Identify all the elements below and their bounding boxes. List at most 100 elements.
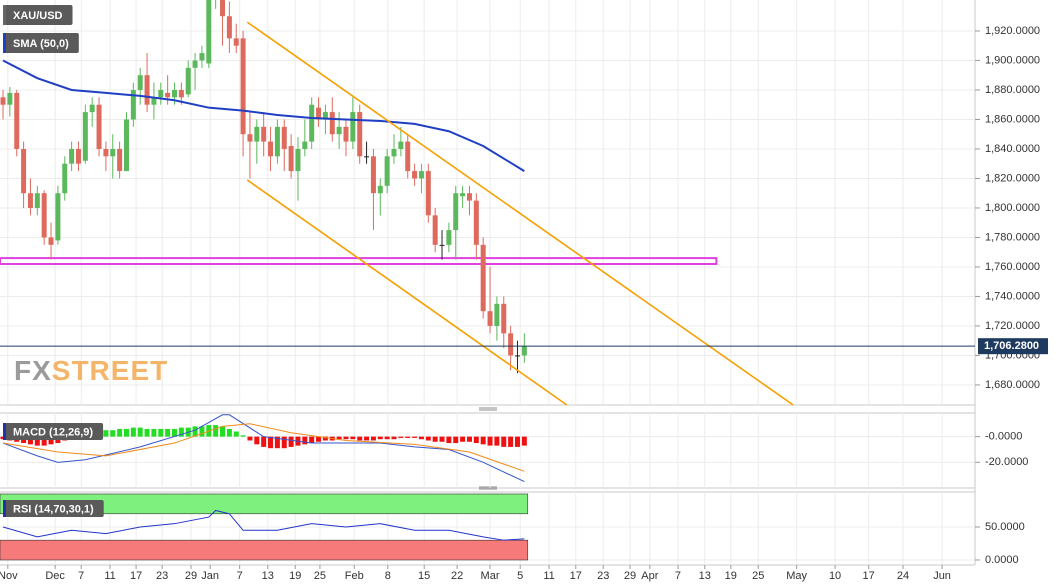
legend-label: RSI (14,70,30,1) [13, 503, 94, 515]
x-tick-label: Jun [933, 570, 951, 582]
histogram-bar [268, 436, 274, 449]
x-tick-label: 22 [451, 570, 463, 582]
y-tick-label: 1,880.0000 [985, 84, 1040, 96]
y-tick-label: 1,860.0000 [985, 113, 1040, 125]
pane: 50.0000 0.0000 RSI (14,70,30,1) [0, 492, 1025, 566]
x-tick-label: 25 [314, 570, 326, 582]
candle-body [96, 104, 102, 149]
candle-body [268, 141, 274, 157]
legend-box [3, 423, 104, 440]
candle-body [425, 171, 431, 216]
histogram-bar [110, 430, 116, 437]
x-tick-label: 24 [897, 570, 909, 582]
candle-body [398, 141, 404, 149]
candle-body [261, 126, 267, 142]
x-tick-label: Nov [0, 570, 18, 582]
y-tick-label: 0.0000 [985, 554, 1019, 566]
last-price-label: 1,706.2800 [984, 340, 1039, 352]
x-tick-label: 13 [262, 570, 274, 582]
histogram-bar [473, 436, 479, 444]
candle-body [281, 126, 287, 149]
candle-body [494, 303, 500, 326]
line [2, 509, 525, 541]
histogram-bar [446, 436, 452, 444]
candle-body [233, 38, 239, 46]
candle-body [0, 97, 6, 105]
histogram-bar [281, 436, 287, 449]
histogram-bar [172, 428, 178, 437]
histogram-bar [240, 435, 246, 437]
histogram-bar [254, 436, 260, 445]
candle-body [103, 148, 109, 157]
candle-body [364, 156, 370, 158]
candle-body [144, 75, 150, 105]
histogram-bar [48, 436, 54, 445]
histogram-bar [370, 436, 376, 441]
candle-body [521, 346, 527, 356]
histogram-bar [398, 436, 404, 438]
x-tick-label: 17 [863, 570, 875, 582]
histogram-bar [123, 428, 129, 437]
candle-body [82, 112, 88, 161]
histogram-bar [302, 436, 308, 445]
line [2, 59, 525, 172]
candle-body [117, 148, 123, 172]
candle-body [172, 89, 178, 98]
candle-body [466, 193, 472, 201]
legend-label: XAU/USD [13, 10, 63, 22]
candle-body [405, 141, 411, 172]
x-tick-label: 19 [725, 570, 737, 582]
histogram-bar [41, 436, 47, 446]
candle-body [377, 185, 383, 194]
y-tick-label: 1,900.0000 [985, 54, 1040, 66]
y-tick-label: -20.0000 [985, 456, 1028, 468]
candle-body [206, 0, 212, 64]
histogram-bar [103, 430, 109, 437]
candle-body [48, 237, 54, 245]
candle-body [158, 89, 164, 98]
candle-body [439, 244, 445, 246]
x-tick-label: Feb [345, 570, 364, 582]
candle-body [89, 104, 95, 113]
legend-swatch [3, 423, 6, 440]
histogram-bar [501, 436, 507, 447]
candle-body [220, 0, 226, 17]
pane: -0.0000 -20.0000 MACD (12,26,9) [0, 413, 1028, 488]
candle-body [384, 156, 390, 186]
x-tick-label: 23 [597, 570, 609, 582]
x-tick-label: 15 [418, 570, 430, 582]
rsi-band [0, 539, 529, 561]
line [2, 414, 525, 483]
candle-body [165, 92, 171, 98]
histogram-bar [144, 428, 150, 437]
histogram-bar [158, 428, 164, 437]
y-tick-label: 1,680.0000 [985, 379, 1040, 391]
histogram-bar [27, 436, 33, 445]
histogram-bar [316, 436, 322, 442]
histogram-bar [357, 436, 363, 441]
x-tick-label: 7 [675, 570, 681, 582]
candle-body [350, 112, 356, 142]
histogram-bar [514, 436, 520, 447]
histogram-bar [309, 436, 315, 444]
resize-handle[interactable] [479, 407, 497, 411]
legend-box [3, 500, 104, 517]
x-tick-label: 25 [752, 570, 764, 582]
candle-body [274, 126, 280, 157]
candle-body [460, 193, 466, 197]
resize-handle[interactable] [479, 486, 497, 490]
last-price-box [978, 338, 1048, 355]
candle-body [370, 156, 376, 194]
candle-body [34, 193, 40, 208]
histogram-bar [233, 431, 239, 437]
histogram-bar [247, 436, 253, 441]
candle-body [322, 112, 328, 120]
candle-body [302, 141, 308, 149]
x-tick-label: 23 [156, 570, 168, 582]
y-tick-label: 1,800.0000 [985, 202, 1040, 214]
candle-body [178, 89, 184, 98]
line [246, 21, 794, 406]
line [2, 423, 525, 472]
